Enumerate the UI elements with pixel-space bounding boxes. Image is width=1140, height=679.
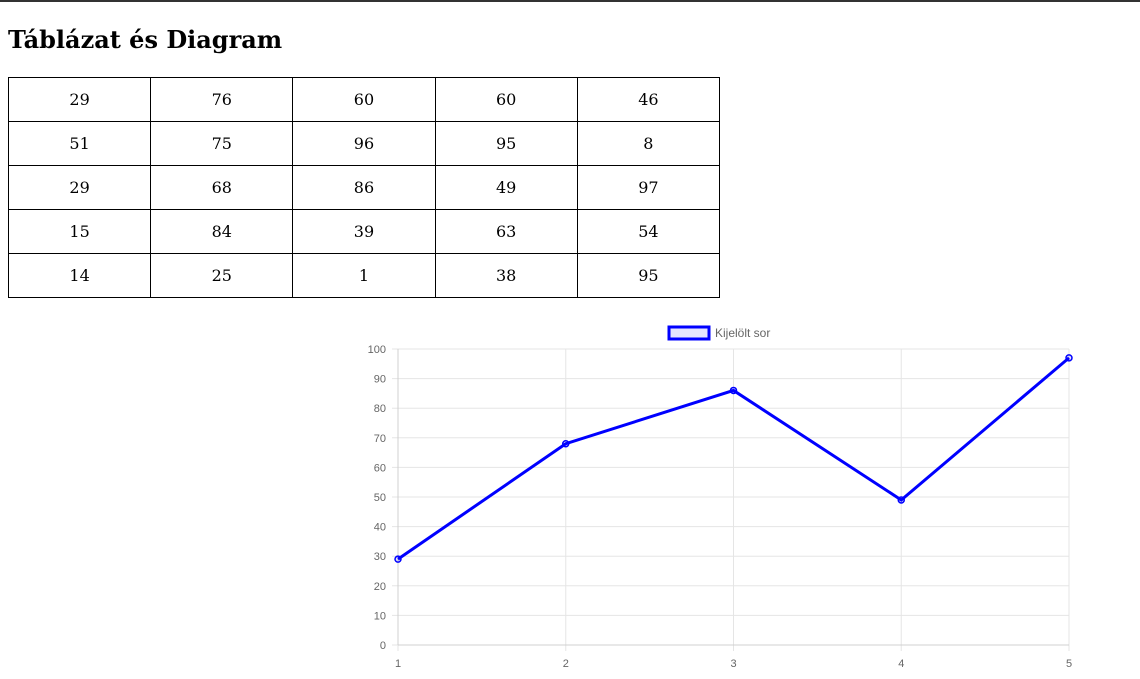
table-cell: 38 [434, 253, 578, 298]
y-tick-label: 60 [374, 462, 386, 474]
table-cell: 14 [7, 253, 152, 298]
table-cell: 46 [576, 77, 721, 122]
y-tick-label: 20 [374, 581, 386, 593]
data-point[interactable] [897, 496, 905, 504]
table-cell: 1 [292, 253, 436, 298]
series-line [397, 356, 1070, 561]
x-tick-label: 1 [395, 658, 401, 670]
y-tick-label: 10 [374, 610, 386, 622]
chart-grid [392, 348, 1070, 651]
legend-label: Kijelölt sor [715, 326, 770, 340]
y-tick-label: 0 [380, 640, 386, 652]
table-row: 15 84 39 63 54 [7, 209, 721, 254]
page-title: Táblázat és Diagram [8, 25, 283, 54]
data-point[interactable] [562, 439, 570, 448]
table-cell: 25 [150, 253, 294, 298]
x-tick-label: 2 [563, 658, 569, 670]
data-point[interactable] [1065, 354, 1073, 362]
table-cell: 60 [434, 77, 578, 122]
chart-axes: 0 10 20 30 40 50 60 70 80 90 100 1 2 3 4 5 [368, 344, 1072, 670]
table-cell: 29 [7, 165, 152, 210]
y-tick-label: 90 [374, 374, 386, 386]
table-row: 51 75 96 95 8 [7, 121, 721, 166]
y-tick-label: 100 [368, 344, 386, 356]
chart-legend: Kijelölt sor [667, 325, 770, 341]
table-cell: 51 [7, 121, 152, 166]
table-cell: 68 [150, 165, 294, 210]
table-cell: 84 [150, 209, 294, 254]
y-tick-label: 40 [374, 522, 386, 534]
x-tick-label: 3 [730, 658, 736, 670]
table-cell: 95 [576, 253, 721, 298]
chart-series [394, 354, 1073, 563]
table-cell: 49 [434, 165, 578, 210]
y-tick-label: 80 [374, 403, 386, 415]
table-row: 14 25 1 38 95 [7, 253, 721, 298]
x-tick-label: 4 [898, 658, 904, 670]
table-row: 29 68 86 49 97 [7, 165, 721, 210]
x-tick-label: 5 [1066, 658, 1072, 670]
y-tick-label: 70 [374, 433, 386, 445]
table-cell: 54 [576, 209, 721, 254]
data-point[interactable] [394, 555, 402, 563]
data-point[interactable] [729, 386, 738, 395]
data-table: 29 76 60 60 46 51 75 96 95 8 29 68 86 49 97 15 84 39 63 54 1… [7, 77, 721, 298]
table-cell: 15 [7, 209, 152, 254]
top-border [0, 0, 1140, 2]
table-cell: 96 [292, 121, 436, 166]
table-cell: 8 [576, 121, 721, 166]
table-cell: 75 [150, 121, 294, 166]
y-tick-label: 50 [374, 492, 386, 504]
table-cell: 39 [292, 209, 436, 254]
table-row: 29 76 60 60 46 [7, 77, 721, 122]
y-tick-label: 30 [374, 551, 386, 563]
legend-swatch [667, 325, 711, 341]
table-cell: 97 [576, 165, 721, 210]
